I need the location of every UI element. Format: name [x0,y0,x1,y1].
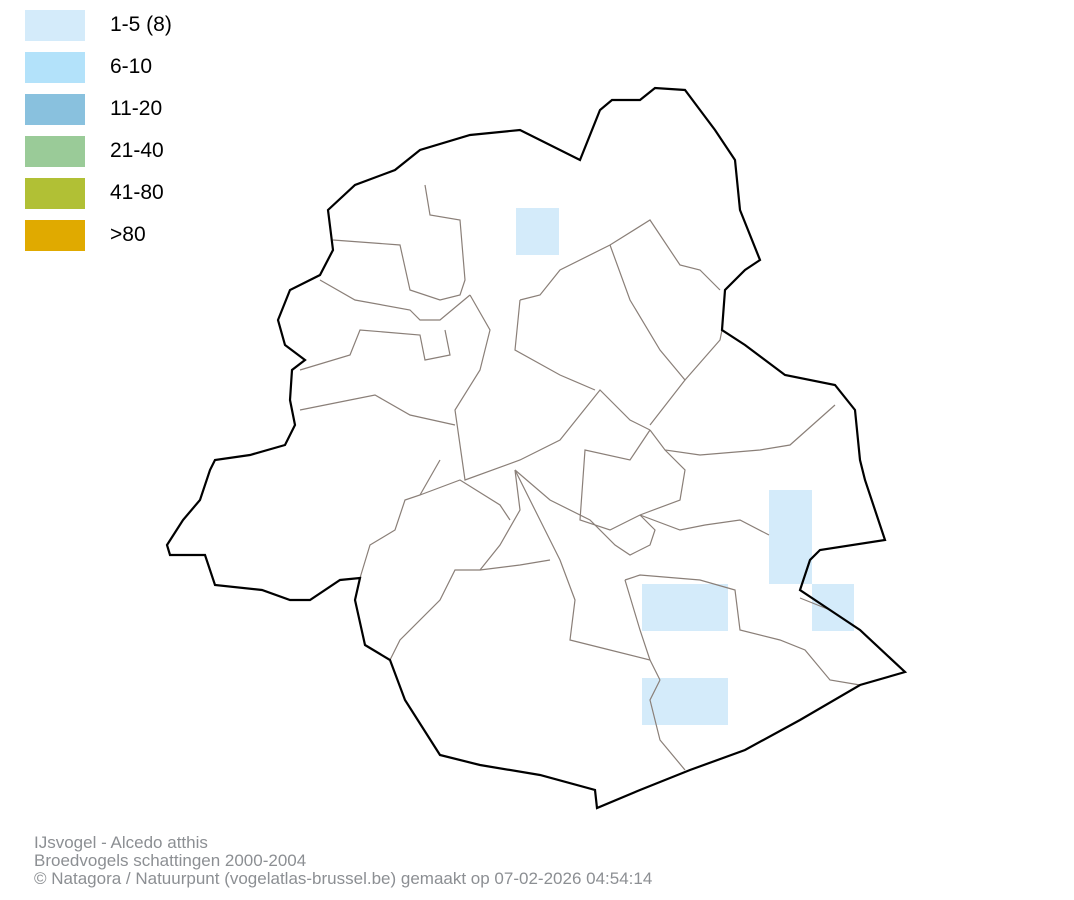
legend-item: 11-20 [25,88,172,130]
occupied-cell [516,208,559,255]
municipality-border [299,329,451,371]
legend-label: 11-20 [110,97,163,120]
occupied-cell [642,678,685,725]
legend-label: >80 [110,223,146,246]
legend-item: 21-40 [25,130,172,172]
municipality-border [799,597,831,611]
municipality-border [514,299,596,391]
municipality-border [649,404,836,456]
legend-swatch [25,9,85,41]
legend-swatch [25,219,85,251]
occupied-cell [769,490,812,537]
municipality-border [319,279,471,321]
legend-label: 6-10 [110,55,153,78]
legend-label: 21-40 [110,139,164,162]
occupied-cell [685,584,728,631]
municipality-border [624,579,651,661]
municipality-border [649,679,686,771]
municipality-border [299,394,456,426]
municipality-border [389,469,521,661]
occupied-cell [812,584,854,631]
municipality-border [419,479,511,521]
municipality-border [332,184,466,301]
survey-subtitle: Broedvogels schattingen 2000-2004 [34,851,307,870]
municipality-border [479,559,551,571]
legend-swatch [25,177,85,209]
map-caption: IJsvogel - Alcedo atthis Broedvogels sch… [34,834,652,888]
legend-item: 6-10 [25,46,172,88]
occupied-cell [685,678,728,725]
legend-item: 41-80 [25,172,172,214]
municipality-border [514,469,661,681]
municipality-border [609,244,686,426]
legend-label: 41-80 [110,181,164,204]
municipality-border [359,459,441,579]
occupied-cell [642,584,685,631]
legend-item: 1-5 (8) [25,4,172,46]
legend-item: >80 [25,214,172,256]
region-outline [165,86,908,810]
species-name: IJsvogel - Alcedo atthis [34,833,208,852]
legend-swatch [25,135,85,167]
municipality-border [519,219,721,301]
credit-line: © Natagora / Natuurpunt (vogelatlas-brus… [34,869,653,888]
municipality-border [624,574,861,686]
municipality-borders [299,184,861,771]
legend-label: 1-5 (8) [110,13,172,36]
legend-swatch [25,93,85,125]
occupied-cell [769,537,812,584]
municipality-border [684,329,723,381]
legend-swatch [25,51,85,83]
legend: 1-5 (8) 6-10 11-20 21-40 41-80 >80 [25,4,172,256]
municipality-border [454,294,651,481]
municipality-border [639,514,770,536]
municipality-border [514,469,656,556]
municipality-border [579,429,686,531]
occupied-cells [516,208,854,725]
